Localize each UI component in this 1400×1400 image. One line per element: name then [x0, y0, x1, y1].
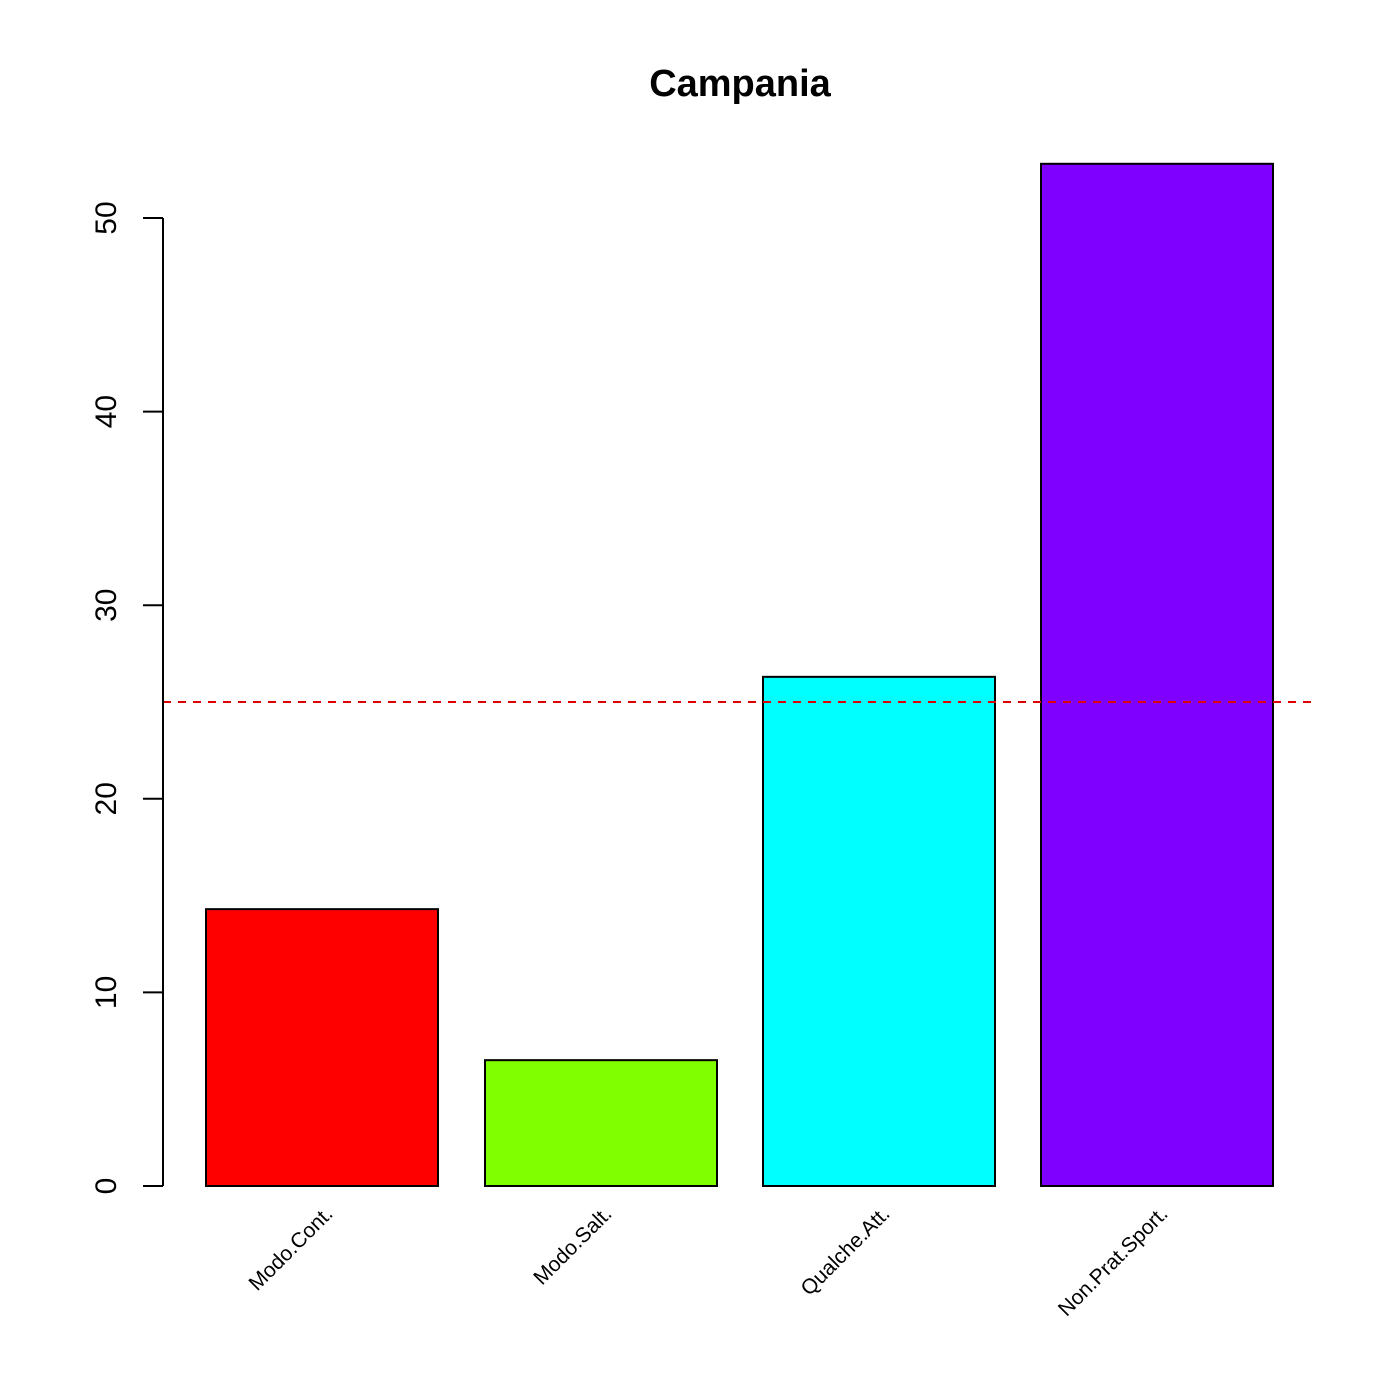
x-category-label: Modo.Cont. — [245, 1202, 338, 1295]
bar-modo-salt — [484, 1059, 718, 1188]
bar-modo-cont — [205, 908, 439, 1187]
x-category-label: Modo.Salt. — [529, 1202, 616, 1289]
x-category-label: Non.Prat.Sport. — [1054, 1202, 1173, 1321]
y-tick-label: 50 — [90, 201, 123, 234]
bar-qualche-att — [762, 675, 996, 1187]
y-tick-label: 30 — [90, 589, 123, 622]
y-tick-label: 20 — [90, 782, 123, 815]
y-tick-label: 0 — [90, 1178, 123, 1195]
y-tick-label: 40 — [90, 395, 123, 428]
bars-layer — [205, 162, 1274, 1188]
x-category-label: Qualche.Att. — [797, 1202, 895, 1300]
y-tick-label: 10 — [90, 976, 123, 1009]
bar-non-prat-sport — [1040, 162, 1274, 1188]
y-axis: 0 10 20 30 40 50 — [90, 201, 164, 1195]
chart-title: Campania — [649, 63, 831, 105]
x-axis-labels: Modo.Cont. Modo.Salt. Qualche.Att. Non.Prat… — [245, 1202, 1173, 1321]
